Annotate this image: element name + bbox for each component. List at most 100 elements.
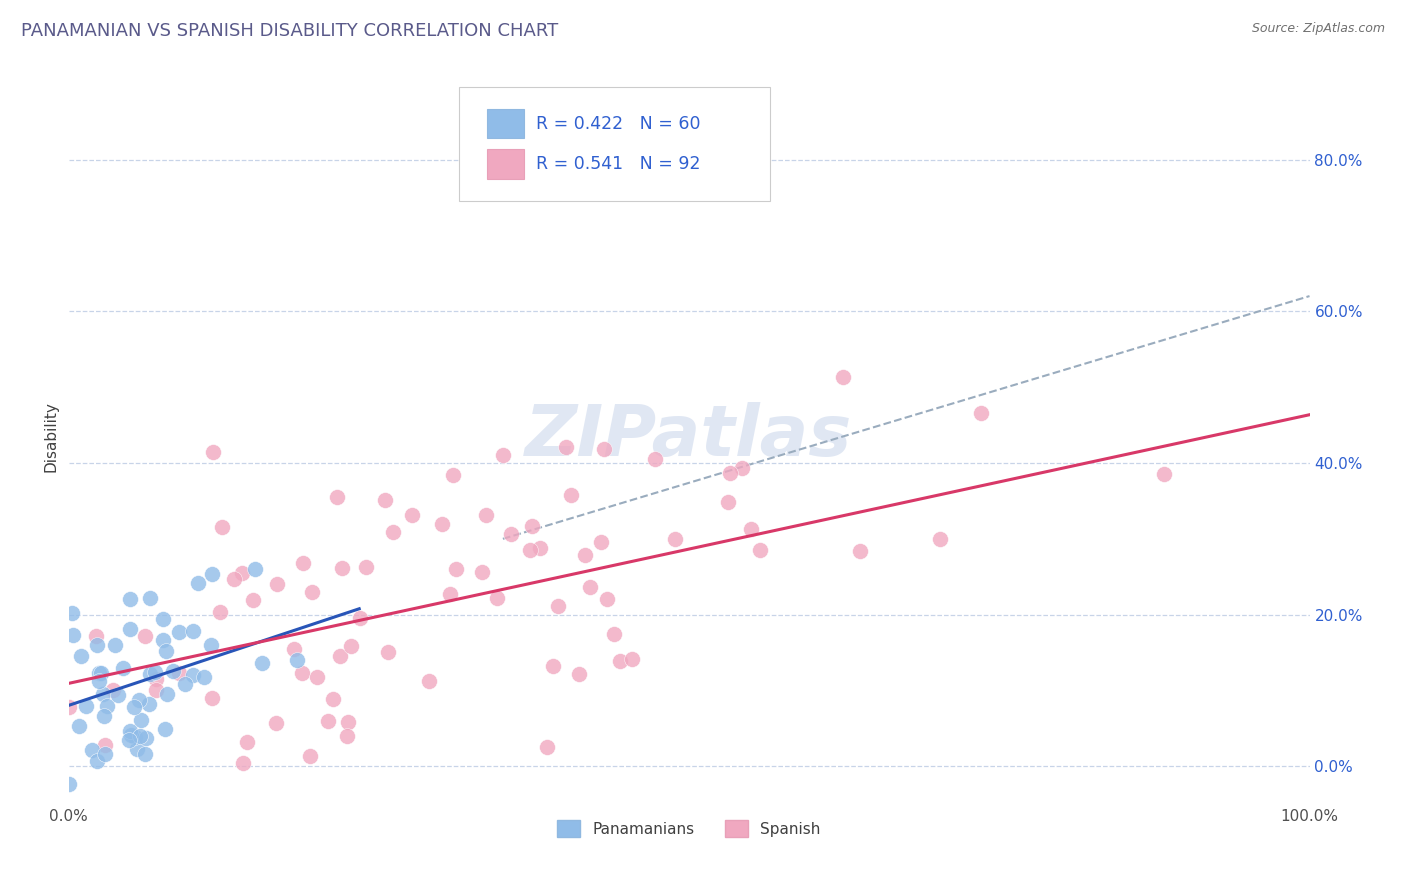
Point — [243, 562, 266, 576]
Point — [336, 729, 359, 743]
Point — [181, 624, 204, 639]
Point — [560, 488, 582, 502]
Point — [441, 467, 464, 482]
Point — [134, 747, 156, 761]
Point — [212, 832, 235, 847]
Text: R = 0.541   N = 92: R = 0.541 N = 92 — [536, 155, 700, 173]
Point — [520, 519, 543, 533]
Point — [330, 561, 353, 575]
Point — [62, 628, 84, 642]
Point — [529, 541, 551, 556]
Point — [624, 821, 647, 835]
Point — [374, 492, 396, 507]
Point — [401, 508, 423, 523]
Point — [596, 591, 619, 606]
Point — [31, 806, 53, 821]
Point — [970, 406, 993, 420]
Point — [329, 648, 352, 663]
Point — [0, 628, 11, 642]
Point — [486, 591, 509, 606]
Point — [1153, 467, 1175, 481]
Point — [231, 566, 253, 580]
Point — [301, 584, 323, 599]
Point — [849, 544, 872, 558]
Point — [94, 738, 117, 752]
Point — [236, 735, 259, 749]
Point — [377, 645, 399, 659]
Point — [120, 724, 142, 739]
Point — [111, 661, 134, 675]
Point — [929, 533, 952, 547]
Point — [94, 747, 117, 761]
Point — [60, 606, 83, 620]
Point — [209, 605, 232, 619]
Point — [93, 687, 115, 701]
Point — [156, 686, 179, 700]
Point — [336, 715, 359, 730]
Point — [471, 566, 494, 580]
Point — [86, 638, 108, 652]
Point — [139, 667, 162, 681]
Point — [574, 548, 596, 562]
Point — [167, 665, 190, 680]
Point — [118, 733, 141, 747]
Point — [298, 749, 321, 764]
Point — [731, 461, 754, 475]
Point — [592, 835, 614, 849]
Point — [25, 701, 48, 715]
Point — [499, 527, 522, 541]
Point — [201, 690, 224, 705]
Point — [152, 633, 174, 648]
Point — [187, 576, 209, 591]
Point — [568, 667, 591, 681]
Point — [120, 622, 142, 636]
Point — [31, 673, 53, 688]
Point — [749, 543, 772, 558]
Point — [62, 813, 84, 827]
Point — [193, 670, 215, 684]
FancyBboxPatch shape — [486, 109, 524, 138]
Point — [316, 714, 339, 728]
Point — [135, 731, 157, 745]
Point — [554, 440, 576, 454]
Point — [589, 534, 612, 549]
Point — [174, 677, 197, 691]
Point — [1, 740, 24, 755]
Point — [418, 674, 440, 689]
Point — [291, 556, 314, 570]
Point — [519, 542, 541, 557]
Point — [609, 655, 631, 669]
Point — [134, 629, 156, 643]
Point — [339, 640, 361, 654]
Point — [80, 742, 103, 756]
Point — [543, 659, 565, 673]
Point — [58, 700, 80, 714]
Point — [162, 664, 184, 678]
Point — [58, 777, 80, 791]
Point — [264, 716, 287, 731]
Point — [644, 452, 666, 467]
Point — [120, 728, 142, 742]
Point — [322, 692, 344, 706]
Point — [93, 708, 115, 723]
Point — [232, 756, 254, 771]
Point — [283, 642, 305, 657]
Point — [250, 656, 273, 670]
Point — [325, 490, 347, 504]
Point — [242, 593, 264, 607]
Point — [125, 742, 148, 756]
Point — [579, 581, 602, 595]
Point — [307, 670, 329, 684]
Point — [356, 560, 378, 574]
Point — [84, 629, 107, 643]
Point — [128, 693, 150, 707]
Point — [67, 719, 90, 733]
Point — [266, 577, 288, 591]
Point — [183, 668, 205, 682]
FancyBboxPatch shape — [460, 87, 769, 201]
Point — [39, 692, 62, 706]
Point — [145, 672, 167, 686]
Point — [138, 697, 160, 711]
Point — [224, 572, 246, 586]
Point — [42, 754, 65, 768]
